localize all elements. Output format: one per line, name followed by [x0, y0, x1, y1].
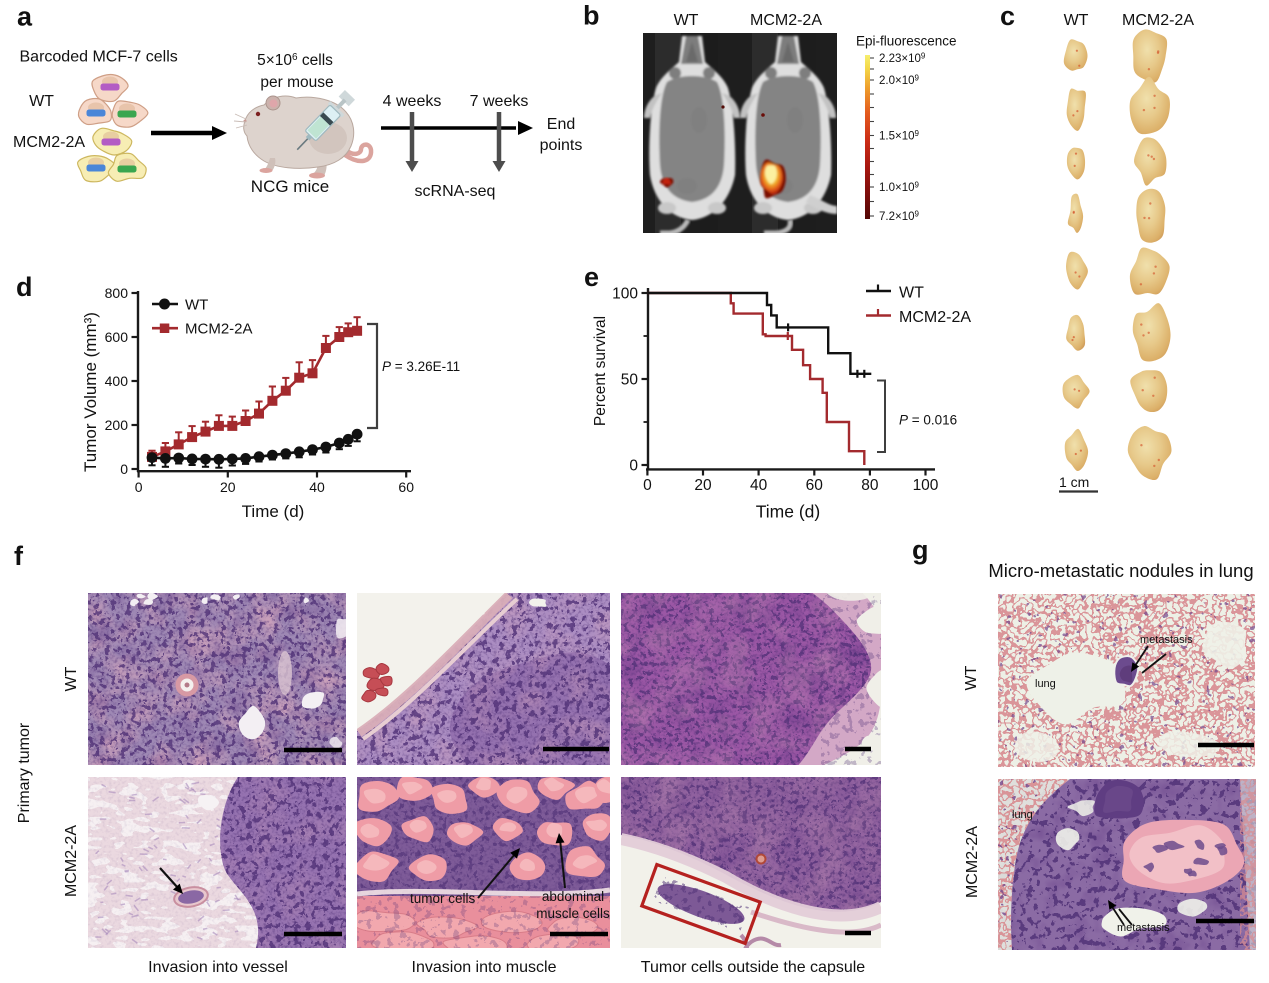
svg-text:a: a [17, 2, 33, 32]
svg-text:Primary tumor: Primary tumor [16, 722, 33, 823]
svg-text:60: 60 [806, 477, 824, 494]
svg-text:MCM2-2A: MCM2-2A [63, 825, 80, 897]
svg-text:7 weeks: 7 weeks [470, 93, 529, 110]
svg-text:40: 40 [309, 479, 325, 495]
svg-text:Micro-metastatic nodules in lu: Micro-metastatic nodules in lung [988, 560, 1253, 581]
svg-text:points: points [540, 137, 583, 154]
svg-text:1 cm: 1 cm [1059, 474, 1089, 490]
svg-text:5×106 cells: 5×106 cells [257, 52, 333, 69]
svg-text:WT: WT [185, 297, 208, 314]
svg-text:End: End [547, 116, 575, 133]
svg-text:c: c [1000, 1, 1015, 31]
svg-text:b: b [583, 1, 600, 31]
svg-text:lung: lung [1012, 809, 1033, 821]
svg-text:e: e [584, 262, 599, 292]
svg-text:800: 800 [105, 285, 129, 301]
svg-text:WT: WT [674, 12, 699, 29]
svg-text:MCM2-2A: MCM2-2A [1122, 12, 1194, 29]
svg-text:100: 100 [612, 286, 638, 303]
svg-text:Time (d): Time (d) [756, 502, 821, 522]
svg-text:400: 400 [105, 373, 129, 389]
svg-text:MCM2-2A: MCM2-2A [185, 321, 253, 338]
svg-text:Percent survival: Percent survival [592, 316, 609, 426]
svg-text:WT: WT [899, 285, 924, 302]
svg-text:WT: WT [63, 666, 80, 691]
svg-text:60: 60 [398, 479, 414, 495]
svg-text:per mouse: per mouse [260, 74, 333, 91]
svg-text:1.5×109: 1.5×109 [879, 129, 920, 143]
svg-text:f: f [14, 541, 24, 571]
svg-text:MCM2-2A: MCM2-2A [964, 826, 981, 898]
svg-text:1.0×109: 1.0×109 [879, 181, 920, 195]
svg-text:0: 0 [135, 479, 143, 495]
svg-text:Tumor Volume (mm³): Tumor Volume (mm³) [81, 312, 100, 472]
svg-text:NCG mice: NCG mice [251, 177, 329, 196]
svg-text:Tumor cells outside the capsul: Tumor cells outside the capsule [641, 959, 866, 976]
svg-text:metastasis: metastasis [1140, 634, 1193, 646]
svg-text:Invasion into vessel: Invasion into vessel [148, 959, 288, 976]
svg-text:MCM2-2A: MCM2-2A [899, 309, 971, 326]
svg-text:0: 0 [629, 458, 638, 475]
svg-text:MCM2-2A: MCM2-2A [13, 134, 85, 151]
svg-text:100: 100 [913, 477, 939, 494]
svg-text:scRNA-seq: scRNA-seq [415, 183, 496, 200]
svg-text:2.23×109: 2.23×109 [879, 52, 926, 66]
svg-text:0: 0 [120, 461, 128, 477]
svg-text:abdominal: abdominal [542, 889, 604, 904]
svg-text:P = 3.26E-11: P = 3.26E-11 [382, 359, 460, 374]
svg-text:2.0×109: 2.0×109 [879, 74, 920, 88]
svg-text:Epi-fluorescence: Epi-fluorescence [856, 34, 957, 49]
svg-text:4 weeks: 4 weeks [383, 93, 442, 110]
svg-text:Time (d): Time (d) [242, 502, 305, 521]
svg-text:600: 600 [105, 329, 129, 345]
svg-text:P = 0.016: P = 0.016 [899, 413, 957, 428]
svg-text:WT: WT [963, 665, 980, 690]
svg-text:40: 40 [750, 477, 768, 494]
svg-text:20: 20 [694, 477, 712, 494]
svg-text:tumor cells: tumor cells [410, 891, 476, 906]
svg-text:metastasis: metastasis [1117, 922, 1170, 934]
svg-text:WT: WT [29, 93, 54, 110]
svg-text:d: d [16, 272, 33, 302]
svg-text:200: 200 [105, 417, 129, 433]
svg-text:Barcoded MCF-7 cells: Barcoded MCF-7 cells [20, 49, 178, 66]
svg-text:0: 0 [643, 477, 652, 494]
svg-text:WT: WT [1064, 12, 1089, 29]
svg-text:lung: lung [1035, 678, 1056, 690]
svg-text:7.2×109: 7.2×109 [879, 210, 920, 224]
svg-text:50: 50 [621, 372, 639, 389]
svg-text:g: g [912, 535, 929, 565]
svg-text:Invasion into muscle: Invasion into muscle [412, 959, 557, 976]
svg-text:20: 20 [220, 479, 236, 495]
svg-text:muscle cells: muscle cells [536, 906, 610, 921]
svg-text:MCM2-2A: MCM2-2A [750, 12, 822, 29]
svg-text:80: 80 [861, 477, 879, 494]
